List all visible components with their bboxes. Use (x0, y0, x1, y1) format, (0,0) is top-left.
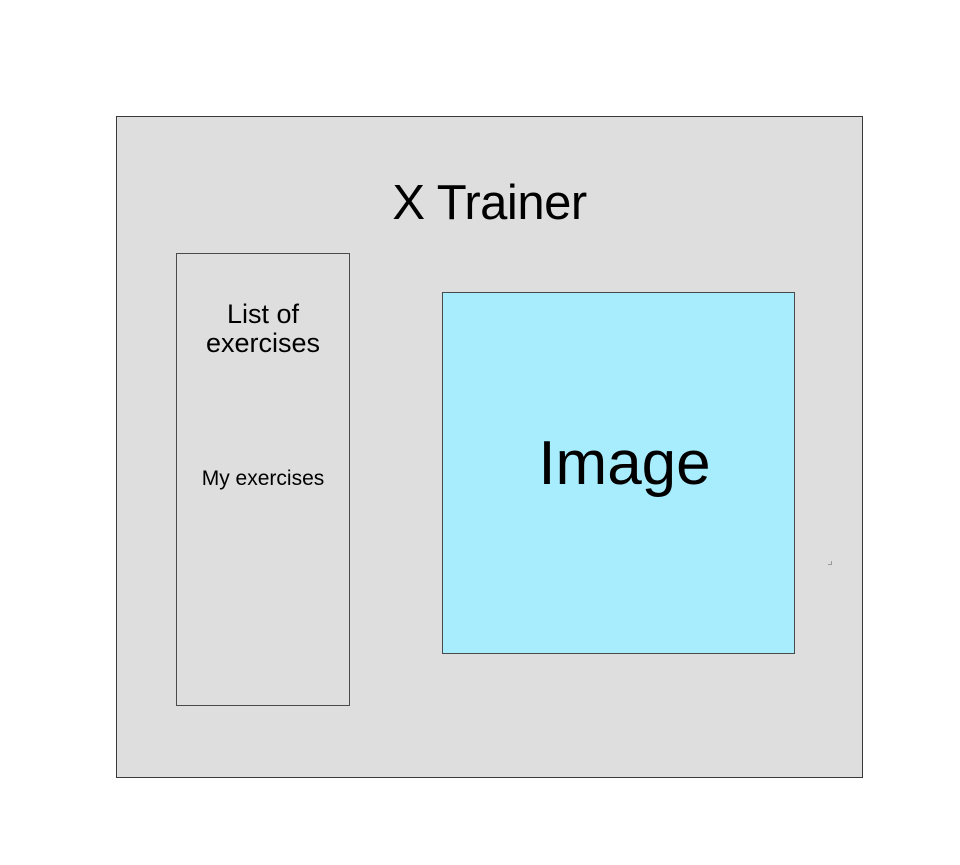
image-placeholder-label: Image (538, 429, 711, 498)
exercise-sidebar: List of exercises My exercises (176, 253, 350, 706)
sidebar-heading: List of exercises (205, 299, 321, 358)
app-window: X Trainer List of exercises My exercises… (116, 116, 863, 778)
resize-grip-icon (828, 561, 832, 565)
image-placeholder: Image (442, 292, 795, 654)
sidebar-item-my-exercises[interactable]: My exercises (201, 467, 325, 490)
app-title: X Trainer (392, 176, 587, 230)
